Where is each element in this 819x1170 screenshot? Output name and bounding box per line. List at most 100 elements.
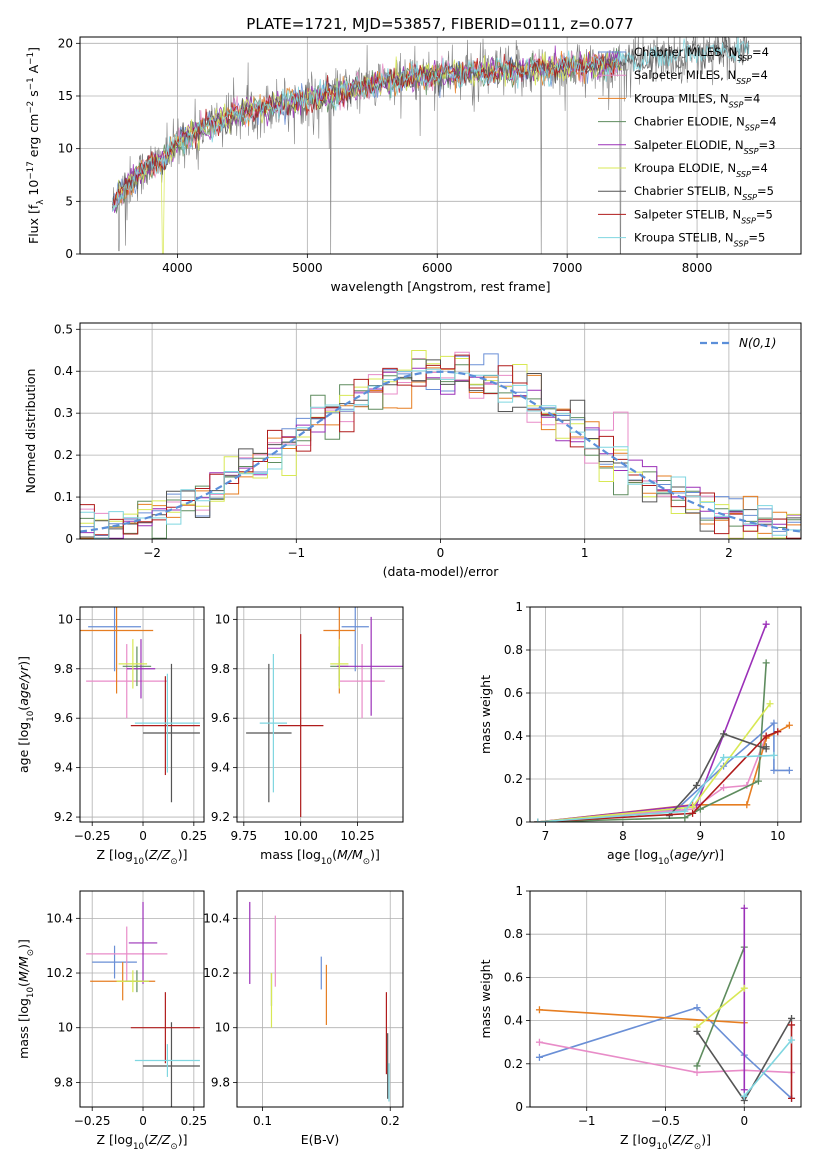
x-tick-label: 6000	[422, 261, 453, 275]
errorbar-point	[122, 646, 152, 687]
point-marker	[740, 984, 748, 992]
x-tick-label: −0.25	[74, 829, 111, 843]
x-tick-label: −2	[143, 546, 161, 560]
panel-age-vs-mass: 9.75 10.00 10.25 9.2 9.4 9.6 9.8 10 mass [log10(…	[211, 606, 404, 867]
series-line-salpeter-stelib	[537, 730, 779, 822]
x-tick-label: 9	[697, 829, 705, 843]
y-tick-label: 10	[215, 612, 230, 626]
x-axis-label: Z [log10(Z/Z⊙)]	[97, 847, 188, 867]
plot-area	[80, 607, 200, 803]
point-marker	[788, 1014, 796, 1022]
x-tick-label: −1	[287, 546, 305, 560]
point-marker	[774, 728, 782, 736]
x-axis-label: Z [log10(Z/Z⊙)]	[97, 1132, 188, 1152]
point-marker	[534, 818, 542, 822]
y-tick-label: 9.2	[211, 810, 230, 824]
hist-kroupa-stelib	[80, 368, 801, 539]
point-marker	[693, 1068, 701, 1076]
x-tick-label: 0.2	[381, 1114, 400, 1128]
y-tick-label: 0	[515, 815, 523, 829]
legend-label: Chabrier MILES, NSSP=4	[634, 45, 769, 63]
y-axis-label: Flux [fλ 10−17 erg cm−2 s−1 A−1]	[26, 47, 46, 244]
errorbar-point	[118, 639, 148, 689]
point-marker	[681, 807, 689, 815]
panel-mass-vs-EBV: 0.1 0.2 9.8 10 10.2 10.4 E(B-V)	[203, 890, 404, 1147]
y-tick-label: 9.6	[211, 711, 230, 725]
errorbar-point	[339, 644, 385, 719]
series-line-kroupa-stelib	[743, 1039, 793, 1097]
panel-mass-weight-vs-Z: −1 −0.5 0 0 0.2 0.4 0.6 0.8 1 Z [log10(Z/Z⊙)] mass…	[478, 884, 802, 1152]
point-marker	[788, 1021, 796, 1029]
y-tick-label: 9.2	[54, 810, 73, 824]
point-marker	[693, 1062, 701, 1070]
y-tick-label: 9.8	[211, 1075, 230, 1089]
model-line-kroupa-stelib	[112, 37, 749, 211]
y-axis-label: mass [log10(M/M⊙)]	[16, 939, 36, 1059]
axes-frame	[236, 890, 404, 1108]
y-tick-label: 0.2	[54, 448, 73, 462]
y-tick-label: 9.8	[54, 1075, 73, 1089]
axes-frame	[79, 36, 802, 255]
errorbar-point	[86, 644, 168, 719]
x-tick-label: 2	[725, 546, 733, 560]
plot-area	[112, 37, 750, 254]
legend-label: Kroupa ELODIE, NSSP=4	[634, 161, 768, 179]
y-axis-label: mass weight	[478, 959, 493, 1038]
axes-frame	[529, 606, 802, 823]
y-tick-label: 0	[65, 532, 73, 546]
point-marker	[689, 803, 697, 811]
plot-area	[246, 607, 403, 818]
legend-label: Salpeter MILES, NSSP=4	[634, 68, 768, 86]
panel-spectrum: 4000 5000 6000 7000 8000 0 5 10 15 20 wavelength […	[26, 36, 802, 294]
series-line-chabrier-elodie	[696, 946, 746, 1067]
panel-residuals: −2 −1 0 1 2 0 0.1 0.2 0.3 0.4 0.5 (data-model)/erro…	[23, 322, 802, 579]
plot-area	[249, 901, 390, 1102]
errorbar-point	[134, 673, 200, 773]
x-tick-label: 1	[581, 546, 589, 560]
axes-frame	[79, 322, 802, 540]
hist-salpeter-stelib	[80, 354, 801, 539]
x-tick-label: −0.25	[74, 1114, 111, 1128]
y-tick-label: 1	[515, 600, 523, 614]
errorbar-point	[330, 639, 349, 689]
point-marker	[740, 904, 748, 912]
y-tick-label: 0.3	[54, 406, 73, 420]
x-axis-label: Z [log10(Z/Z⊙)]	[620, 1132, 711, 1152]
errorbar-point	[116, 970, 150, 993]
y-tick-label: 10	[58, 612, 73, 626]
errorbar-point	[259, 653, 288, 793]
point-marker	[766, 700, 774, 708]
errorbar-point	[130, 676, 200, 776]
figure-title: PLATE=1721, MJD=53857, FIBERID=0111, z=0…	[246, 15, 633, 33]
legend-label: Salpeter ELODIE, NSSP=3	[634, 138, 775, 156]
legend-label: Salpeter STELIB, NSSP=5	[634, 207, 773, 225]
x-tick-label: 0	[139, 1114, 147, 1128]
series-line-kroupa-miles	[539, 1009, 745, 1024]
y-tick-label: 0	[515, 1100, 523, 1114]
legend-label: Kroupa STELIB, NSSP=5	[634, 231, 765, 249]
x-tick-label: 0.25	[180, 1114, 207, 1128]
y-axis-label: age [log10(age/yr)]	[16, 656, 36, 773]
y-tick-label: 0.8	[504, 927, 523, 941]
point-marker	[692, 781, 700, 789]
legend-label: N(0,1)	[739, 336, 776, 350]
x-tick-label: 0	[437, 546, 445, 560]
x-axis-label: wavelength [Angstrom, rest frame]	[330, 279, 550, 294]
errorbar-point	[92, 945, 137, 979]
y-tick-label: 0	[65, 247, 73, 261]
x-tick-label: 0	[139, 829, 147, 843]
point-marker	[762, 732, 770, 740]
series-line-kroupa-elodie	[696, 987, 745, 1028]
point-marker	[743, 801, 751, 809]
y-tick-label: 0.4	[54, 364, 73, 378]
point-marker	[693, 1004, 701, 1012]
axes-frame	[79, 606, 205, 823]
y-tick-label: 0.8	[504, 643, 523, 657]
y-tick-label: 0.5	[54, 322, 73, 336]
y-tick-label: 9.4	[211, 761, 230, 775]
series-line-chabrier-miles	[539, 1006, 793, 1099]
y-axis-label: mass weight	[478, 675, 493, 754]
y-tick-label: 1	[515, 884, 523, 898]
x-tick-label: 8	[619, 829, 627, 843]
